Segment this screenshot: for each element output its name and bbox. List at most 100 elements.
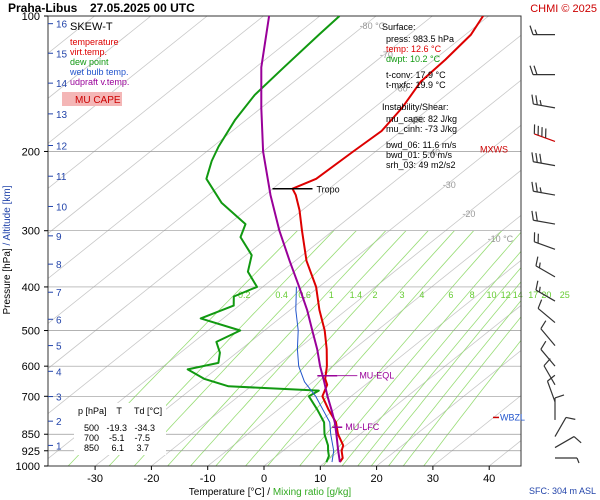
surface-temp: temp: 12.6 °C bbox=[386, 44, 442, 54]
sfc-elevation: SFC: 304 m ASL bbox=[529, 486, 596, 496]
mixing-ratio-label: 12 bbox=[501, 290, 511, 300]
pressure-tick-label: 925 bbox=[22, 446, 40, 458]
mixing-ratio-line bbox=[341, 250, 521, 466]
mixing-ratio-label: 0.2 bbox=[238, 290, 251, 300]
wind-barb bbox=[533, 124, 556, 143]
wind-barb bbox=[555, 457, 580, 464]
altitude-tick-label: 2 bbox=[56, 417, 62, 428]
isotherm-line bbox=[48, 16, 321, 234]
altitude-tick-label: 8 bbox=[56, 260, 62, 271]
mixing-ratio-label: 0.4 bbox=[275, 290, 288, 300]
altitude-tick-label: 7 bbox=[56, 288, 62, 299]
temperature-tick-label: 0 bbox=[261, 473, 267, 485]
isotherm-line bbox=[48, 16, 264, 189]
mixing-ratio-label: 1 bbox=[329, 290, 334, 300]
wind-barb-half bbox=[576, 457, 580, 464]
mxws-label: MXWS bbox=[480, 145, 508, 155]
wind-barb bbox=[535, 256, 556, 278]
wind-barb-flag bbox=[554, 394, 565, 399]
isotherm-label: -50 bbox=[411, 115, 424, 125]
shear-bwd01: bwd_01: 5.0 m/s bbox=[386, 150, 453, 160]
mixing-ratio-line bbox=[299, 230, 503, 466]
altitude-tick-label: 13 bbox=[56, 110, 68, 121]
mixing-ratio-line bbox=[402, 316, 521, 466]
temperature-tick-label: 10 bbox=[314, 473, 326, 485]
isotherm-label: -30 bbox=[443, 180, 456, 190]
isotherm-line bbox=[48, 16, 208, 144]
plot-frame bbox=[47, 15, 522, 467]
y-axis-label-altitude: / Altitude [km] bbox=[2, 185, 13, 248]
station-title: Praha-Libus bbox=[8, 1, 78, 15]
altitude-tick-label: 4 bbox=[56, 367, 62, 378]
altitude-tick-label: 9 bbox=[56, 232, 62, 243]
wind-barb-flag bbox=[543, 358, 551, 367]
altitude-tick-label: 12 bbox=[56, 142, 68, 153]
isotherm-line bbox=[48, 16, 377, 279]
temperature-tick-label: -30 bbox=[87, 473, 103, 485]
wind-barb-shaft bbox=[554, 436, 575, 449]
isotherm-label: -40 bbox=[427, 147, 440, 157]
mu-cape-swatch bbox=[62, 92, 122, 106]
wind-barb-flag bbox=[531, 152, 534, 162]
wind-barb-flag bbox=[535, 256, 539, 267]
wind-barb-flag bbox=[531, 181, 534, 192]
wind-barb bbox=[554, 416, 576, 437]
legend-temperature: temperature bbox=[70, 37, 119, 47]
pressure-tick-label: 100 bbox=[22, 11, 40, 23]
wind-barb bbox=[554, 394, 565, 420]
x-axis-label: Temperature [°C] / Mixing ratio [g/kg] bbox=[189, 487, 352, 498]
isotherm-label: -10 °C bbox=[488, 234, 514, 244]
isotherm-label: -60 bbox=[395, 83, 408, 93]
pressure-tick-label: 500 bbox=[22, 326, 40, 338]
isotherm-line bbox=[48, 79, 521, 460]
wind-barb bbox=[554, 436, 582, 449]
level-table-row-500: 500 -19.3 -34.3 bbox=[84, 423, 155, 433]
isotherm-line bbox=[376, 349, 521, 466]
temperature-tick-label: 20 bbox=[370, 473, 382, 485]
temperature-axis: -30 -20 -10 0 10 20 30 40 bbox=[87, 466, 495, 485]
temperature-tick-label: -20 bbox=[143, 473, 159, 485]
wind-barb bbox=[531, 181, 556, 196]
wind-barb-flag bbox=[535, 211, 538, 222]
temperature-tick-label: -10 bbox=[200, 473, 216, 485]
instability-title: Instability/Shear: bbox=[382, 102, 449, 112]
mixing-ratio-line bbox=[167, 230, 387, 466]
mixing-ratio-label: 10 bbox=[487, 290, 497, 300]
isotherm-line bbox=[320, 304, 521, 466]
x-axis-label-mixing: Mixing ratio [g/kg] bbox=[273, 487, 352, 498]
altitude-tick-label: 3 bbox=[56, 393, 62, 404]
legend-wet-bulb: wet bulb temp. bbox=[69, 67, 129, 77]
pressure-tick-label: 600 bbox=[22, 361, 40, 373]
altitude-tick-label: 15 bbox=[56, 49, 68, 60]
altitude-tick-label: 10 bbox=[56, 202, 68, 213]
level-table-header: p [hPa] T Td [°C] bbox=[78, 406, 162, 416]
wind-barb-flag bbox=[535, 280, 539, 291]
level-table-row-850: 850 6.1 3.7 bbox=[84, 443, 149, 453]
mixing-ratio-label: 25 bbox=[560, 290, 570, 300]
wind-barb bbox=[540, 340, 556, 367]
mixing-ratio-label: 6 bbox=[448, 290, 453, 300]
mixing-ratio-label: 1.4 bbox=[350, 290, 363, 300]
wind-barb-flag bbox=[531, 94, 534, 105]
temperature-tick-label: 40 bbox=[483, 473, 495, 485]
wind-barb bbox=[546, 374, 556, 403]
isotherm-line bbox=[48, 16, 433, 325]
surface-press: press: 983.5 hPa bbox=[386, 34, 454, 44]
pressure-axis: 100 200 300 400 500 600 700 850 925 1000 bbox=[16, 11, 48, 473]
wind-barb bbox=[531, 94, 556, 109]
wind-barb bbox=[531, 210, 556, 225]
isotherm-labels: -80 °C -70 -60 -50 -40 -30 -20 -10 °C bbox=[360, 21, 514, 244]
mixing-ratio-line bbox=[267, 230, 474, 466]
isotherm-line bbox=[263, 259, 521, 466]
pressure-tick-label: 850 bbox=[22, 429, 40, 441]
mixing-ratio-label: 8 bbox=[470, 290, 475, 300]
x-axis-label-temperature: Temperature [°C] / bbox=[189, 487, 273, 498]
wind-barb-half bbox=[538, 286, 541, 293]
wind-barb-flag bbox=[529, 65, 534, 75]
wind-barb-shaft bbox=[537, 307, 556, 324]
isotherm-label: -20 bbox=[462, 209, 475, 219]
altitude-tick-label: 5 bbox=[56, 342, 62, 353]
surface-tmxfc: t-mxfc: 19.9 °C bbox=[386, 80, 446, 90]
altitude-axis: 16 15 14 13 12 11 10 9 8 7 6 5 4 3 2 1 bbox=[48, 20, 68, 452]
